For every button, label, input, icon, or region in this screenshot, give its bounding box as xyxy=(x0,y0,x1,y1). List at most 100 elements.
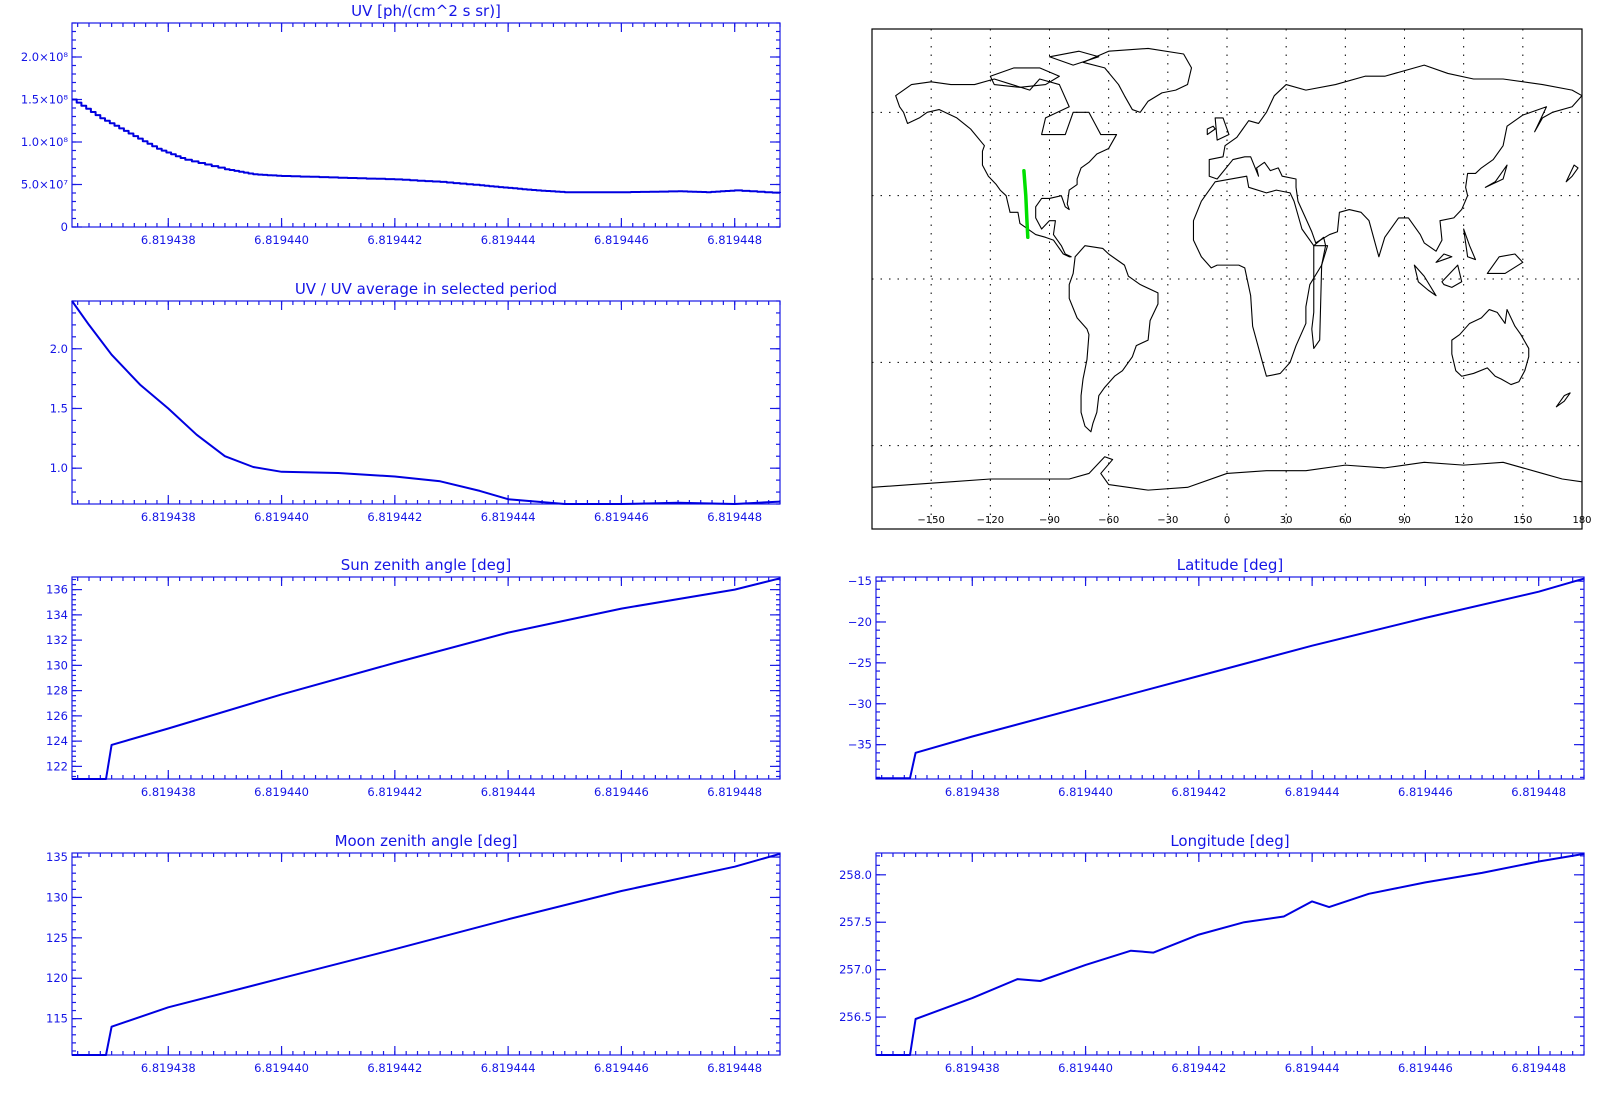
map-x-ticks: −150 −120 −90 −60 −30 0 30 60 90 120 150 180 xyxy=(917,515,1591,526)
x-tick-label: 6.819438 xyxy=(141,233,196,247)
y-tick-label: −25 xyxy=(848,656,872,670)
x-tick-label: 6.819440 xyxy=(254,785,309,799)
y-tick-label: 1.5×10⁸ xyxy=(21,93,69,107)
map-x-tick-label: 30 xyxy=(1280,515,1293,526)
x-tick-label: 6.819440 xyxy=(1058,785,1113,799)
x-tick-label: 6.819444 xyxy=(481,1061,536,1075)
data-series-line xyxy=(876,577,1585,780)
y-tick-label: 257.0 xyxy=(839,963,872,977)
y-tick-label: 1.5 xyxy=(50,401,68,415)
y-tick-label: 2.0 xyxy=(50,342,68,356)
data-series-line xyxy=(71,300,781,505)
x-tick-label: 6.819446 xyxy=(1398,1061,1453,1075)
x-tick-label: 6.819440 xyxy=(254,510,309,524)
x-tick-label: 6.819438 xyxy=(945,1061,1000,1075)
coast-eurasia xyxy=(1209,65,1582,257)
x-tick-label: 6.819438 xyxy=(141,510,196,524)
panel-title: UV / UV average in selected period xyxy=(295,280,557,298)
map-x-tick-label: 150 xyxy=(1513,515,1532,526)
map-coastlines xyxy=(872,48,1582,490)
y-tick-label: 132 xyxy=(46,633,68,647)
panel-title: Sun zenith angle [deg] xyxy=(341,556,512,574)
coast-south-america xyxy=(1069,246,1158,432)
map-x-tick-label: 120 xyxy=(1454,515,1473,526)
coast-greenland xyxy=(1083,48,1191,112)
plot-frame xyxy=(71,576,781,780)
coast-se-asia xyxy=(1414,165,1522,296)
x-tick-label: 6.819438 xyxy=(141,785,196,799)
y-tick-label: −20 xyxy=(848,615,872,629)
x-tick-label: 6.819442 xyxy=(367,785,422,799)
data-series-line xyxy=(72,852,781,1056)
panel-title: Latitude [deg] xyxy=(1177,556,1283,574)
world-map-panel: −150 −120 −90 −60 −30 0 30 60 90 120 150 180 xyxy=(871,28,1592,530)
panel-title: Longitude [deg] xyxy=(1170,832,1289,850)
x-tick-label: 6.819444 xyxy=(481,233,536,247)
satellite-track xyxy=(1022,168,1030,240)
y-tick-label: 120 xyxy=(46,971,68,985)
x-tick-label: 6.819446 xyxy=(1398,785,1453,799)
map-x-tick-label: −90 xyxy=(1039,515,1060,526)
y-tick-label: 130 xyxy=(46,658,68,672)
x-tick-label: 6.819448 xyxy=(707,785,762,799)
panel-title: UV [ph/(cm^2 s sr)] xyxy=(351,2,501,20)
map-x-tick-label: 180 xyxy=(1572,515,1591,526)
map-x-tick-label: −150 xyxy=(917,515,944,526)
map-x-tick-label: 90 xyxy=(1398,515,1411,526)
map-x-tick-label: −120 xyxy=(977,515,1004,526)
y-tick-label: −30 xyxy=(848,697,872,711)
y-tick-label: 124 xyxy=(46,734,68,748)
map-x-tick-label: −60 xyxy=(1098,515,1119,526)
y-tick-label: 125 xyxy=(46,931,68,945)
x-tick-label: 6.819446 xyxy=(594,510,649,524)
x-tick-label: 6.819442 xyxy=(1171,1061,1226,1075)
coast-africa xyxy=(1193,176,1327,376)
x-tick-label: 6.819448 xyxy=(707,233,762,247)
map-x-tick-label: −30 xyxy=(1157,515,1178,526)
y-tick-label: 256.5 xyxy=(839,1010,872,1024)
coast-australia xyxy=(1452,310,1529,385)
plot-frame xyxy=(71,300,781,505)
y-tick-label: 135 xyxy=(46,850,68,864)
x-tick-label: 6.819444 xyxy=(481,785,536,799)
y-tick-label: 1.0×10⁸ xyxy=(21,135,69,149)
map-x-tick-label: 0 xyxy=(1224,515,1230,526)
x-tick-label: 6.819440 xyxy=(254,233,309,247)
coast-arctic-islands xyxy=(990,51,1098,87)
longitude-panel: Longitude [deg] 6.819438 6.819440 6.819442 6… xyxy=(839,832,1585,1075)
x-tick-label: 6.819442 xyxy=(367,510,422,524)
y-tick-label: 136 xyxy=(46,583,68,597)
x-tick-label: 6.819448 xyxy=(1511,785,1566,799)
x-tick-label: 6.819448 xyxy=(707,1061,762,1075)
plot-frame xyxy=(71,22,781,228)
x-tick-label: 6.819444 xyxy=(481,510,536,524)
x-tick-label: 6.819440 xyxy=(254,1061,309,1075)
x-tick-label: 6.819442 xyxy=(367,1061,422,1075)
coast-british-isles xyxy=(1207,118,1229,140)
coast-north-america xyxy=(896,79,1117,257)
y-tick-label: 0 xyxy=(61,220,68,234)
x-tick-label: 6.819438 xyxy=(141,1061,196,1075)
x-tick-label: 6.819446 xyxy=(594,1061,649,1075)
y-tick-label: 128 xyxy=(46,684,68,698)
x-tick-label: 6.819438 xyxy=(945,785,1000,799)
data-series-line xyxy=(876,852,1585,1056)
y-tick-label: 130 xyxy=(46,890,68,904)
data-series-line xyxy=(72,577,781,780)
y-tick-label: 134 xyxy=(46,608,68,622)
latitude-panel: Latitude [deg] 6.819438 6.819440 6.819442 6.… xyxy=(848,556,1585,799)
y-tick-label: 258.0 xyxy=(839,868,872,882)
moon-zenith-panel: Moon zenith angle [deg] 6.819438 6.819440 6… xyxy=(46,832,781,1075)
x-tick-label: 6.819444 xyxy=(1285,1061,1340,1075)
plot-frame xyxy=(71,852,781,1056)
coast-antarctica xyxy=(872,457,1582,490)
y-tick-label: −35 xyxy=(848,738,872,752)
x-tick-label: 6.819440 xyxy=(1058,1061,1113,1075)
x-tick-label: 6.819442 xyxy=(367,233,422,247)
y-tick-label: 115 xyxy=(46,1012,68,1026)
y-tick-label: 257.5 xyxy=(839,915,872,929)
plot-frame xyxy=(875,852,1585,1056)
x-tick-label: 6.819446 xyxy=(594,233,649,247)
x-tick-label: 6.819448 xyxy=(1511,1061,1566,1075)
